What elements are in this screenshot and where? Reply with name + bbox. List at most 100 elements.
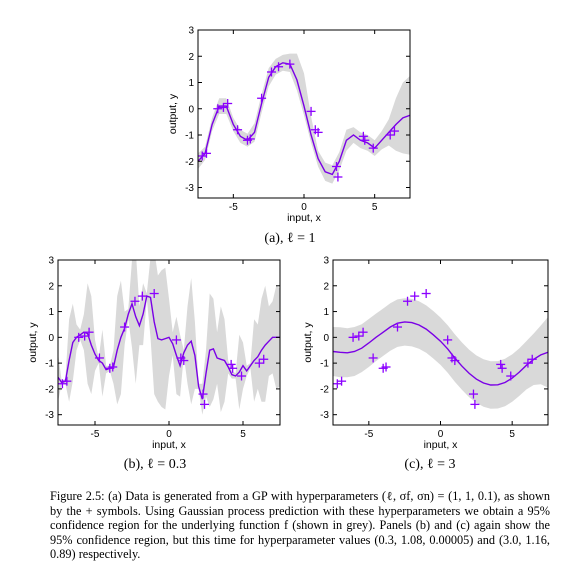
y-axis-label: output, y bbox=[302, 322, 314, 363]
data-point bbox=[198, 389, 208, 399]
data-point bbox=[333, 172, 343, 182]
data-point bbox=[497, 363, 507, 373]
x-tick-label: 0 bbox=[438, 429, 444, 440]
data-point bbox=[257, 93, 267, 103]
data-point bbox=[223, 99, 233, 108]
data-point bbox=[470, 399, 480, 409]
chart-panel-c: -5 0 5 -3 -2 -1 0 1 2 3 input, x output, y bbox=[302, 256, 549, 451]
plot-area bbox=[198, 53, 410, 184]
panel-a-caption: (a), ℓ = 1 bbox=[264, 231, 316, 246]
data-point bbox=[149, 289, 159, 299]
y-tick-label: -3 bbox=[320, 410, 329, 421]
data-point bbox=[228, 363, 238, 373]
y-tick-label: -3 bbox=[45, 410, 54, 421]
data-point bbox=[527, 354, 537, 364]
y-tick-label: -1 bbox=[185, 131, 194, 142]
data-point bbox=[213, 104, 223, 114]
data-point bbox=[403, 296, 413, 306]
y-tick-label: -2 bbox=[45, 384, 54, 395]
y-tick-label: 0 bbox=[188, 104, 194, 115]
confidence-band bbox=[333, 298, 548, 409]
data-point bbox=[130, 296, 140, 306]
confidence-band bbox=[58, 260, 280, 415]
data-point bbox=[410, 291, 420, 301]
x-tick-label: -5 bbox=[91, 429, 100, 440]
data-point bbox=[80, 331, 90, 341]
mean-line bbox=[58, 295, 280, 400]
confidence-band bbox=[198, 53, 410, 184]
y-tick-label: -1 bbox=[45, 359, 54, 370]
x-tick-label: 0 bbox=[166, 429, 172, 440]
data-point bbox=[254, 358, 264, 368]
data-point bbox=[389, 126, 399, 136]
mean-line bbox=[333, 321, 548, 386]
data-point bbox=[443, 335, 453, 345]
y-tick-label: 0 bbox=[323, 333, 329, 344]
data-point bbox=[523, 358, 533, 368]
data-point bbox=[358, 327, 368, 337]
y-tick-label: -3 bbox=[185, 183, 194, 194]
data-point bbox=[368, 143, 378, 153]
data-point bbox=[385, 130, 395, 140]
data-point bbox=[108, 362, 118, 372]
y-tick-label: 2 bbox=[188, 52, 194, 63]
data-point bbox=[171, 335, 181, 345]
data-point bbox=[506, 371, 516, 381]
panel-c-caption: (c), ℓ = 3 bbox=[404, 457, 456, 472]
chart-panel-a: -5 0 5 -3 -2 -1 0 1 2 3 input, x output, y bbox=[167, 26, 411, 224]
y-tick-label: -2 bbox=[320, 384, 329, 395]
data-point bbox=[368, 353, 378, 363]
plot-area bbox=[333, 289, 548, 409]
y-tick-label: -1 bbox=[320, 359, 329, 370]
x-tick-label: -5 bbox=[229, 202, 238, 213]
data-point bbox=[306, 106, 316, 116]
data-point bbox=[74, 332, 84, 342]
data-point bbox=[266, 67, 276, 77]
data-point bbox=[285, 59, 295, 69]
data-point bbox=[450, 356, 460, 366]
data-point bbox=[496, 359, 506, 369]
x-tick-label: 5 bbox=[372, 202, 378, 213]
plot-area bbox=[58, 260, 280, 415]
y-tick-label: 0 bbox=[48, 333, 54, 344]
data-point bbox=[137, 291, 147, 301]
x-tick-label: -5 bbox=[364, 429, 373, 440]
data-point bbox=[201, 148, 211, 158]
data-point bbox=[245, 134, 255, 144]
data-point bbox=[348, 332, 358, 342]
y-tick-label: 1 bbox=[188, 78, 194, 89]
data-point bbox=[259, 354, 269, 364]
data-point bbox=[360, 135, 370, 145]
x-tick-label: 0 bbox=[301, 202, 307, 213]
data-point bbox=[84, 327, 94, 337]
data-point bbox=[332, 162, 342, 171]
y-tick-label: 1 bbox=[323, 307, 329, 318]
data-point bbox=[200, 399, 210, 409]
data-point bbox=[233, 125, 243, 135]
data-point bbox=[62, 376, 72, 386]
data-point bbox=[120, 322, 130, 332]
x-tick-label: 5 bbox=[509, 429, 515, 440]
y-tick-label: 3 bbox=[188, 26, 194, 37]
y-tick-label: -2 bbox=[185, 157, 194, 168]
y-tick-label: 2 bbox=[323, 281, 329, 292]
x-tick-label: 5 bbox=[240, 429, 246, 440]
data-point bbox=[274, 62, 284, 72]
data-point bbox=[393, 322, 402, 332]
y-axis-label: output, y bbox=[167, 93, 179, 134]
panel-b-caption: (b), ℓ = 0.3 bbox=[123, 457, 187, 472]
x-axis-label: input, x bbox=[424, 439, 459, 451]
y-axis-label: output, y bbox=[27, 322, 39, 363]
data-point bbox=[381, 362, 391, 372]
data-point bbox=[218, 102, 228, 112]
data-point bbox=[226, 359, 236, 369]
data-point bbox=[354, 331, 364, 341]
data-point bbox=[337, 376, 347, 386]
x-axis-label: input, x bbox=[152, 439, 187, 451]
y-tick-label: 1 bbox=[48, 307, 54, 318]
data-point bbox=[313, 127, 323, 137]
data-point bbox=[94, 353, 104, 363]
figure-caption: Figure 2.5: (a) Data is generated from a… bbox=[50, 489, 550, 562]
chart-panel-b: -5 0 5 -3 -2 -1 0 1 2 3 input, x output, y bbox=[27, 256, 281, 451]
x-axis-label: input, x bbox=[287, 212, 322, 224]
